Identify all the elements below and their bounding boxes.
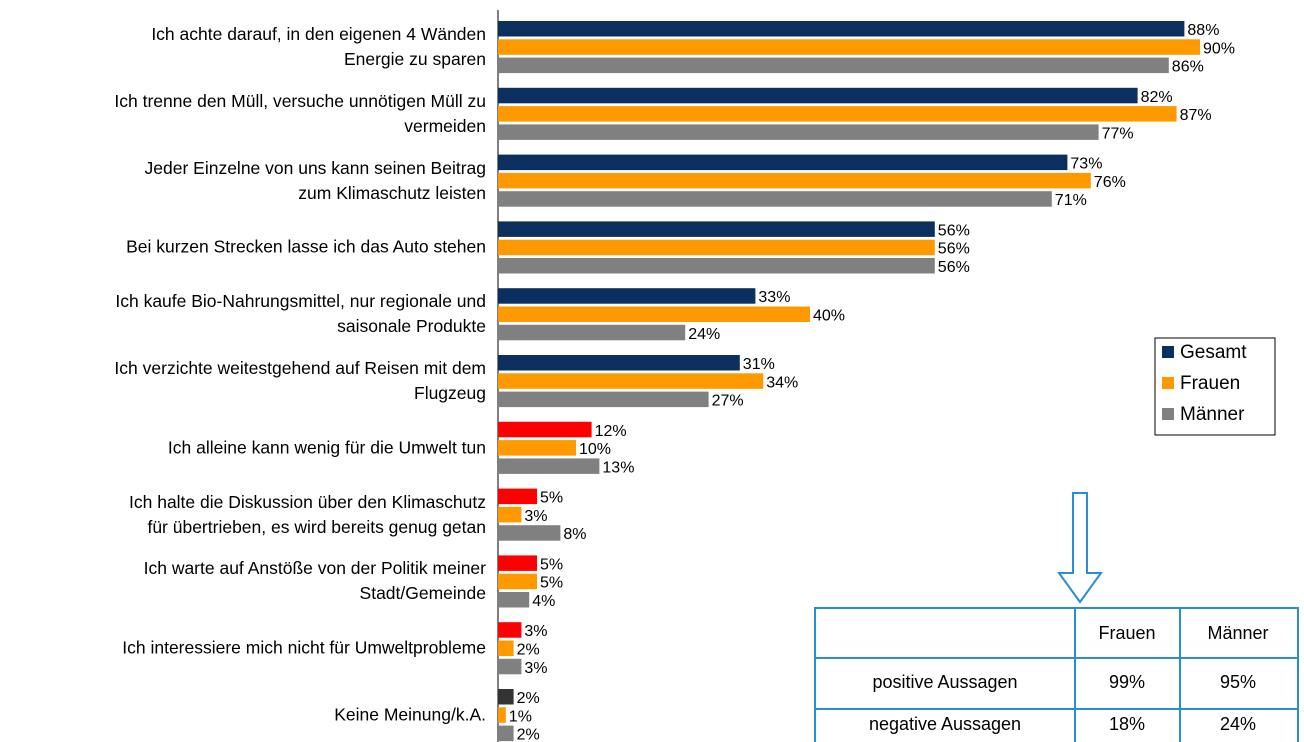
- bar: [498, 458, 600, 474]
- bar: [498, 373, 764, 389]
- category-label: Jeder Einzelne von uns kann seinen Beitr…: [144, 157, 486, 203]
- legend-label: Frauen: [1180, 373, 1240, 394]
- value-label: 33%: [758, 289, 790, 306]
- bar: [498, 555, 537, 571]
- bar: [498, 488, 537, 505]
- value-label: 73%: [1070, 156, 1102, 173]
- value-label: 5%: [540, 556, 563, 573]
- bar: [498, 39, 1200, 55]
- value-label: 12%: [595, 423, 627, 440]
- value-label: 5%: [540, 575, 563, 592]
- bar: [498, 573, 537, 590]
- category-label: Ich warte auf Anstöße von der Politik me…: [143, 558, 486, 604]
- bar: [498, 306, 810, 322]
- legend-swatch: [1162, 377, 1174, 389]
- bar: [498, 355, 740, 371]
- bar: [498, 391, 709, 408]
- bar: [498, 124, 1099, 140]
- value-label: 27%: [712, 393, 744, 410]
- value-label: 13%: [602, 459, 634, 476]
- legend-box: [1154, 337, 1276, 436]
- value-label: 4%: [532, 593, 555, 610]
- bar: [498, 689, 514, 705]
- bar: [498, 707, 506, 723]
- value-label: 87%: [1180, 107, 1212, 124]
- category-label: Bei kurzen Strecken lasse ich das Auto s…: [126, 236, 486, 257]
- bar: [498, 622, 522, 638]
- table: [814, 607, 1299, 742]
- bar: [498, 440, 576, 456]
- bar: [498, 725, 514, 742]
- category-label: Ich trenne den Müll, versuche unnötigen …: [114, 90, 486, 136]
- category-label: Ich verzichte weitestgehend auf Reisen m…: [114, 358, 486, 404]
- value-label: 76%: [1094, 174, 1126, 191]
- bar: [498, 221, 935, 237]
- table-header: Frauen: [1098, 623, 1155, 643]
- value-label: 3%: [524, 660, 547, 677]
- bar: [498, 592, 530, 608]
- legend-swatch: [1162, 408, 1174, 420]
- bar: [498, 87, 1138, 104]
- bar: [498, 191, 1052, 207]
- bar: [498, 525, 561, 541]
- value-label: 10%: [579, 441, 611, 458]
- value-label: 2%: [517, 727, 540, 742]
- category-label: Ich achte darauf, in den eigenen 4 Wände…: [151, 24, 486, 70]
- bar: [498, 258, 935, 274]
- legend-label: Gesamt: [1180, 342, 1247, 363]
- table-row-label: negative Aussagen: [869, 714, 1021, 734]
- value-label: 40%: [813, 307, 845, 324]
- value-label: 31%: [743, 356, 775, 373]
- value-label: 2%: [517, 690, 540, 707]
- category-label: Ich kaufe Bio-Nahrungsmittel, nur region…: [115, 291, 486, 337]
- bar: [498, 288, 756, 304]
- category-label: Ich alleine kann wenig für die Umwelt tu…: [167, 437, 486, 458]
- value-label: 77%: [1102, 125, 1134, 142]
- table-cell: 24%: [1220, 714, 1256, 734]
- bar: [498, 421, 592, 438]
- value-label: 86%: [1172, 59, 1204, 76]
- value-label: 34%: [766, 374, 798, 391]
- bar: [498, 57, 1169, 74]
- table-cell: 18%: [1109, 714, 1145, 734]
- category-label: Ich interessiere mich nicht für Umweltpr…: [122, 637, 486, 658]
- bar: [498, 506, 522, 523]
- value-label: 24%: [688, 326, 720, 343]
- value-label: 5%: [540, 490, 563, 507]
- value-label: 90%: [1203, 40, 1235, 57]
- category-label: Keine Meinung/k.A.: [334, 704, 486, 725]
- value-label: 2%: [517, 641, 540, 658]
- bar: [498, 21, 1185, 37]
- value-label: 1%: [509, 708, 532, 725]
- bar: [498, 106, 1177, 122]
- table-cell: 99%: [1109, 672, 1145, 692]
- table-header: Männer: [1207, 623, 1268, 643]
- value-label: 71%: [1055, 192, 1087, 209]
- value-label: 56%: [938, 222, 970, 239]
- bar: [498, 658, 522, 675]
- value-label: 56%: [938, 259, 970, 276]
- value-label: 88%: [1187, 22, 1219, 39]
- value-label: 8%: [563, 526, 586, 543]
- table-row-label: positive Aussagen: [872, 672, 1017, 692]
- bar: [498, 172, 1091, 189]
- table-cell: 95%: [1220, 672, 1256, 692]
- value-label: 56%: [938, 241, 970, 258]
- arrow: [1057, 492, 1103, 604]
- bar: [498, 154, 1068, 171]
- value-label: 3%: [524, 508, 547, 525]
- bar: [498, 640, 514, 656]
- bar: [498, 239, 935, 256]
- table-border: [814, 607, 1299, 742]
- bar: [498, 324, 686, 341]
- category-label: Ich halte die Diskussion über den Klimas…: [129, 491, 486, 537]
- value-label: 82%: [1141, 89, 1173, 106]
- legend-swatch: [1162, 346, 1174, 358]
- legend-label: Männer: [1180, 404, 1245, 425]
- value-label: 3%: [524, 623, 547, 640]
